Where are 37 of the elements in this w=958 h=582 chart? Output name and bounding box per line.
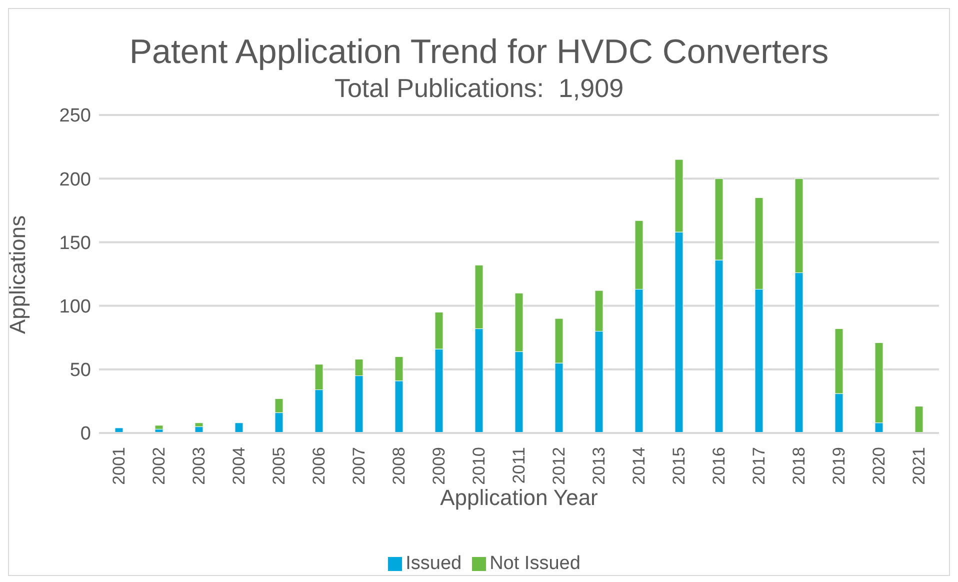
x-tick-label: 2006 [310,447,328,485]
y-tick-label: 100 [59,296,91,318]
x-tick-label: 2007 [350,447,368,485]
bar [114,428,124,433]
bar [154,425,164,430]
x-tick-label: 2004 [230,447,248,485]
x-tick-label: 2016 [710,447,728,485]
bar [234,422,244,433]
y-tick-label: 150 [59,232,91,254]
y-tick-label: 0 [80,424,91,445]
x-tick-label: 2003 [190,447,208,485]
x-tick-label: 2020 [870,447,888,485]
x-tick-label: 2014 [630,447,648,485]
x-tick-label: 2002 [150,447,168,485]
x-tick-label: 2005 [270,447,288,485]
x-tick-label: 2021 [910,447,928,485]
x-tick-label: 2018 [790,447,808,485]
x-tick-label: 2012 [550,447,568,485]
legend-label: Issued [406,553,462,574]
x-tick-label: 2008 [390,447,408,485]
x-axis-title: Application Year [440,485,598,510]
legend-label: Not Issued [490,553,580,574]
y-tick-label: 200 [59,169,91,190]
x-tick-label: 2010 [470,447,488,485]
x-tick-label: 2009 [430,447,448,485]
x-tick-label: 2019 [830,447,848,485]
y-tick-label: 250 [59,106,91,127]
x-tick-label: 2015 [670,447,688,485]
x-tick-label: 2011 [510,447,528,484]
x-tick-label: 2013 [590,447,608,485]
y-axis-title: Applications [4,215,30,334]
chart-subtitle: Total Publications: 1,909 [333,72,625,105]
bar [914,406,924,433]
chart-title: Patent Application Trend for HVDC Converters [128,33,830,71]
x-tick-label: 2001 [110,447,128,485]
x-tick-label: 2017 [750,447,768,485]
y-tick-label: 50 [70,360,91,382]
